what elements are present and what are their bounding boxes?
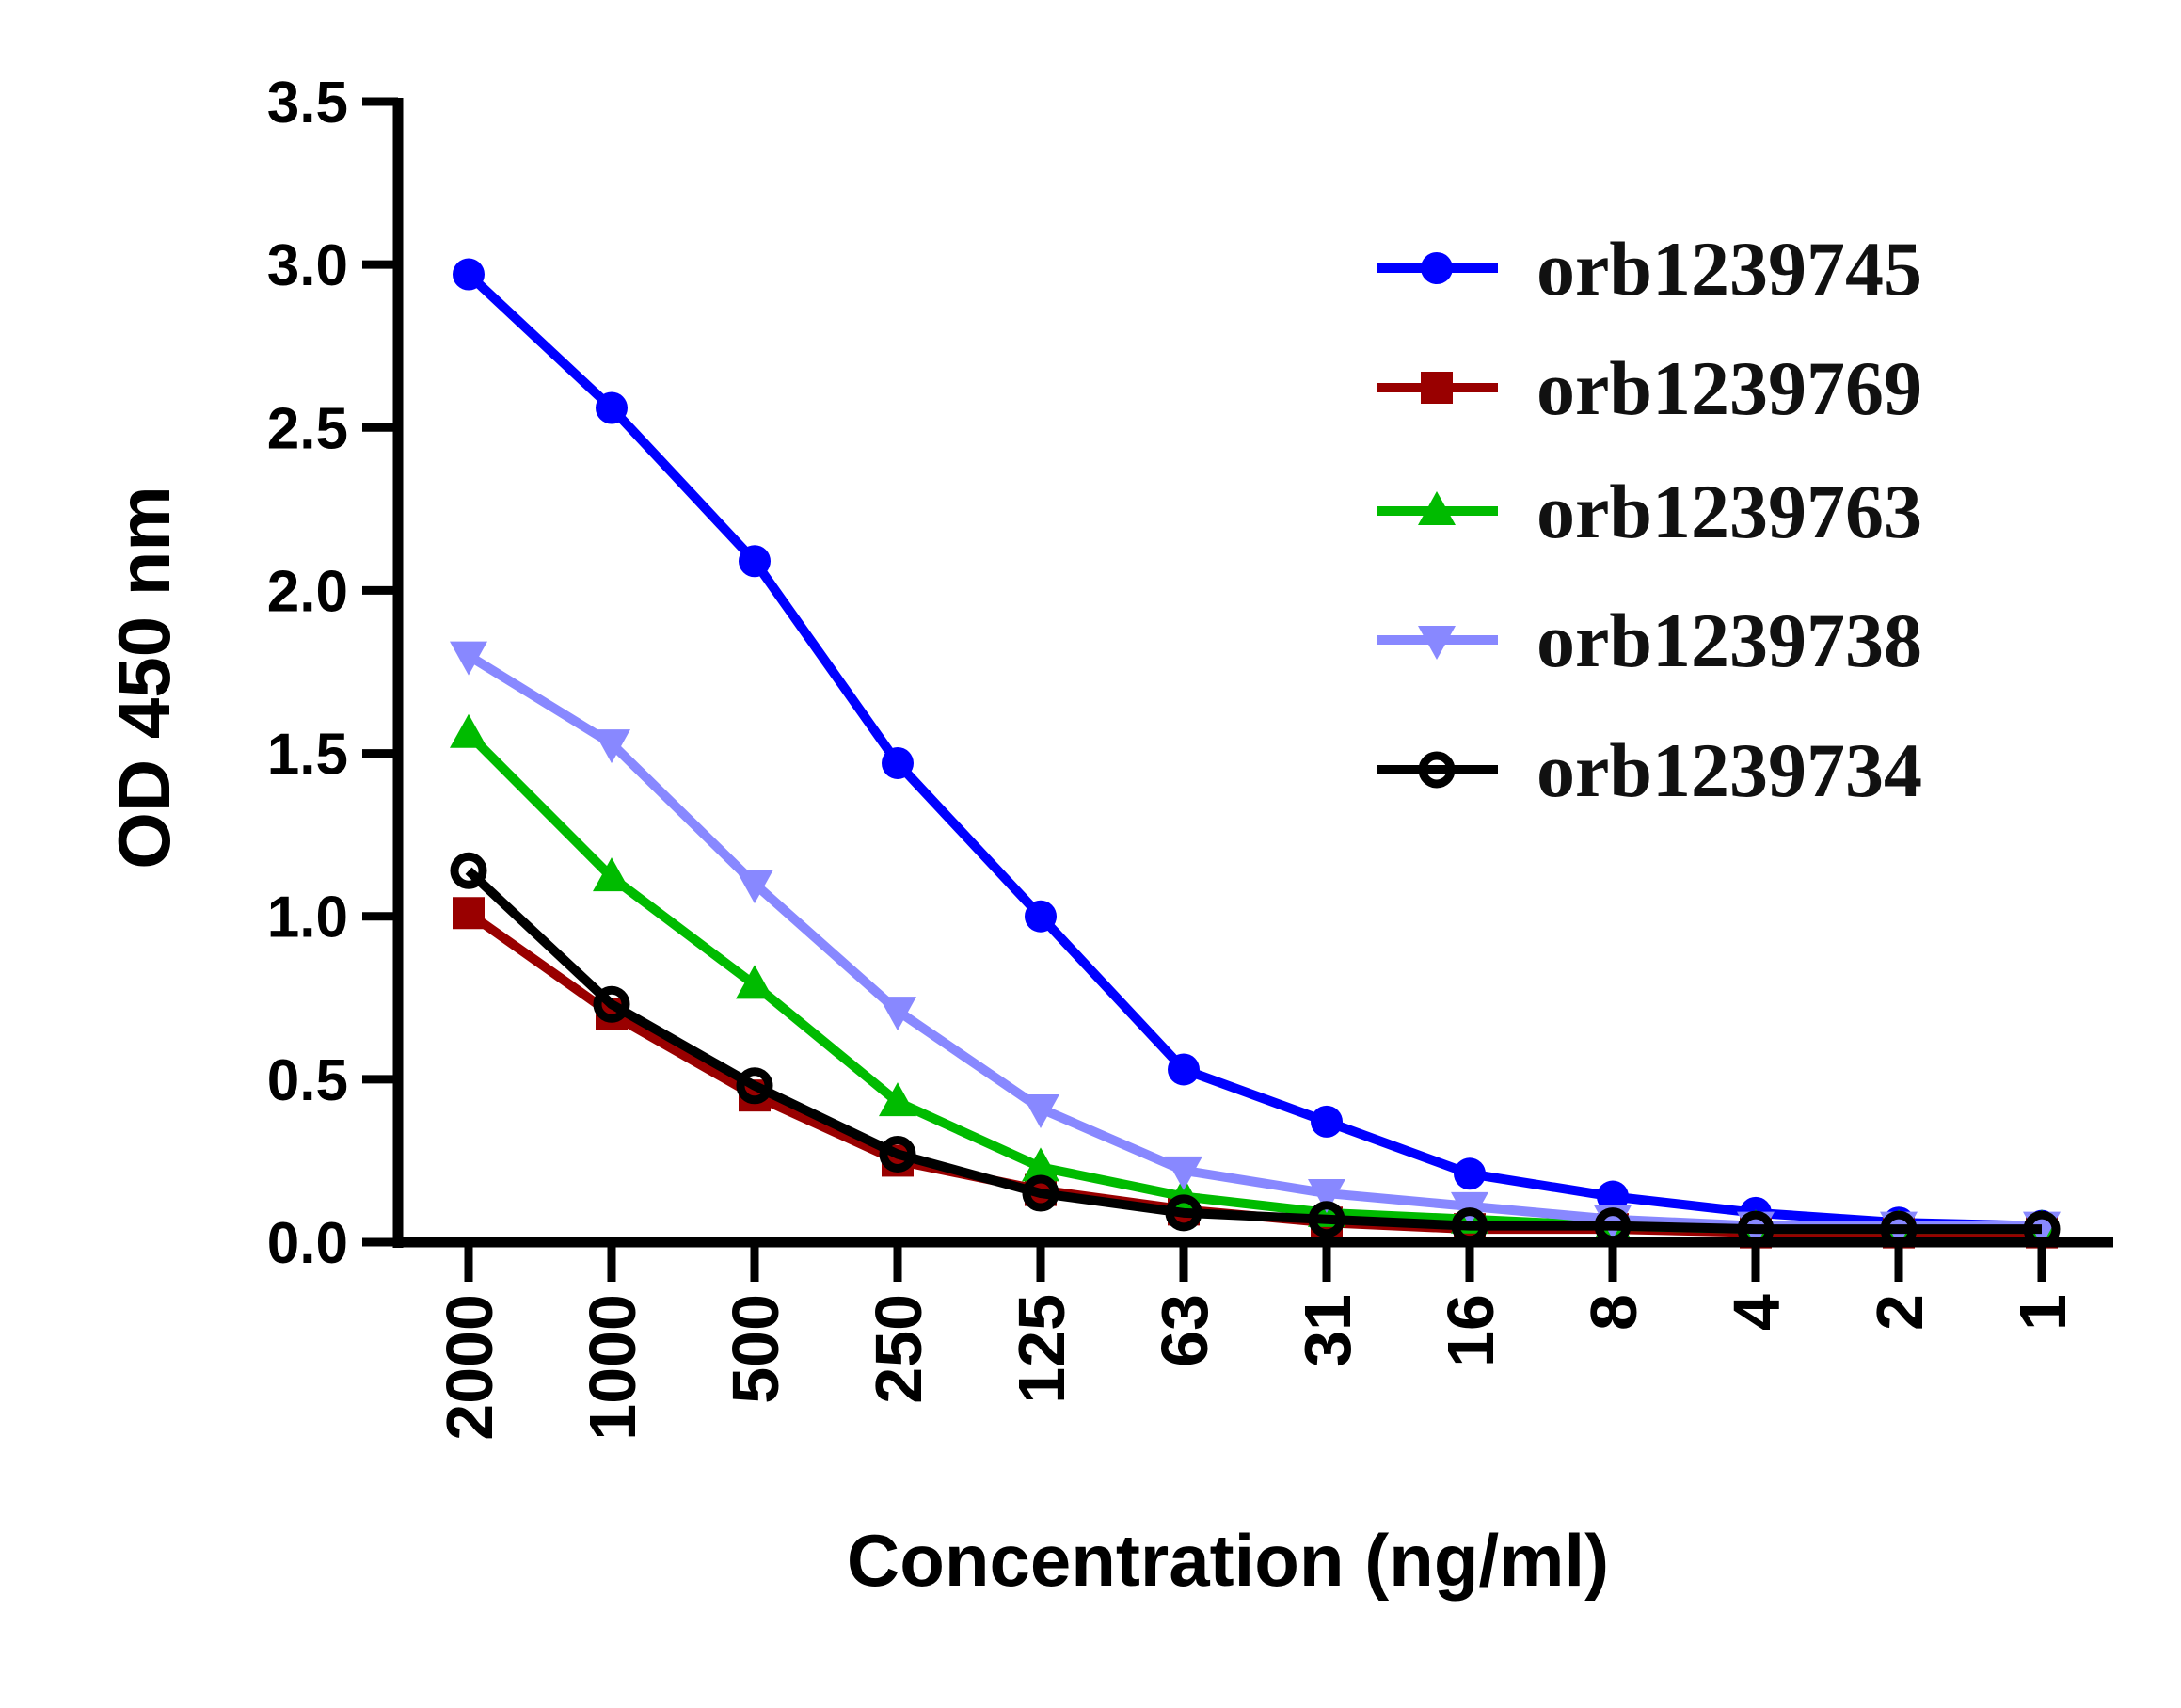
legend-label: orb1239763 [1536,469,1922,554]
legend-marker-icon [1421,372,1453,404]
legend-marker-icon [1418,751,1456,789]
data-point [736,1067,773,1105]
data-point [736,965,773,999]
data-point [593,857,630,892]
data-point [1022,1174,1059,1212]
legend-label: orb1239769 [1536,345,1922,431]
legend-marker-icon [1418,491,1456,525]
data-point [593,729,630,764]
data-point [593,985,630,1023]
data-point [596,391,628,424]
x-axis-label: Concentration (ng/ml) [847,1519,1609,1602]
y-tick-label: 3.0 [267,233,348,298]
data-point [450,852,487,889]
x-tick-label: 2000 [433,1294,506,1441]
legend-label: orb1239734 [1536,727,1922,813]
x-tick-label: 31 [1291,1294,1364,1367]
x-tick-label: 1000 [576,1294,649,1441]
y-tick-label: 2.5 [267,396,348,461]
legend-label: orb1239738 [1536,598,1922,683]
legend-item: orb1239738 [1377,598,1922,683]
x-tick-label: 16 [1434,1294,1507,1367]
series-line [465,867,2042,1235]
y-tick-label: 0.0 [267,1211,348,1276]
y-tick-label: 2.0 [267,559,348,624]
y-axis-label: OD 450 nm [103,486,185,869]
legend-item: orb1239734 [1377,727,1922,813]
data-point [879,1082,916,1117]
data-point [450,641,487,676]
data-point [1025,900,1057,933]
legend-marker-icon [1421,252,1453,284]
axes [392,98,2113,1248]
data-point [739,545,771,578]
data-point [453,897,485,930]
data-point [1165,1156,1202,1190]
x-tick-label: 250 [862,1294,935,1404]
data-point [1308,1179,1345,1214]
y-tick-label: 0.5 [267,1048,348,1113]
y-tick-label: 1.5 [267,723,348,788]
x-tick-label: 1 [2006,1294,2079,1331]
data-point [1022,1147,1059,1182]
x-tick-label: 500 [719,1294,792,1404]
series-layer [450,258,2061,1249]
data-point [450,713,487,748]
legend-item: orb1239745 [1377,226,1922,311]
legend-label: orb1239745 [1536,226,1922,311]
data-point [882,746,914,779]
x-tick-label: 4 [1720,1294,1793,1331]
x-tick-label: 125 [1005,1294,1078,1404]
series-orb1239769 [453,897,2058,1249]
data-point [736,870,773,904]
legend: orb1239745 orb1239769 orb1239763 orb1239738… [1377,226,1922,813]
data-point [1165,1194,1202,1232]
legend-item: orb1239769 [1377,345,1922,431]
data-point [1022,1094,1059,1129]
legend-marker-icon [1418,626,1456,660]
data-point [1311,1105,1343,1138]
data-point [879,1136,916,1173]
data-point [1308,1201,1345,1238]
x-tick-label: 63 [1148,1294,1221,1367]
y-tick-label: 3.5 [267,71,348,136]
data-point [879,997,916,1031]
legend-item: orb1239763 [1377,469,1922,554]
data-point [1597,1180,1629,1213]
x-tick-label: 8 [1577,1294,1650,1331]
series-line [465,270,2043,1231]
data-point [453,258,485,291]
x-tick-label: 2 [1863,1294,1936,1331]
y-tick-label: 1.0 [267,886,348,950]
data-point [1168,1053,1200,1086]
data-point [1454,1157,1486,1190]
